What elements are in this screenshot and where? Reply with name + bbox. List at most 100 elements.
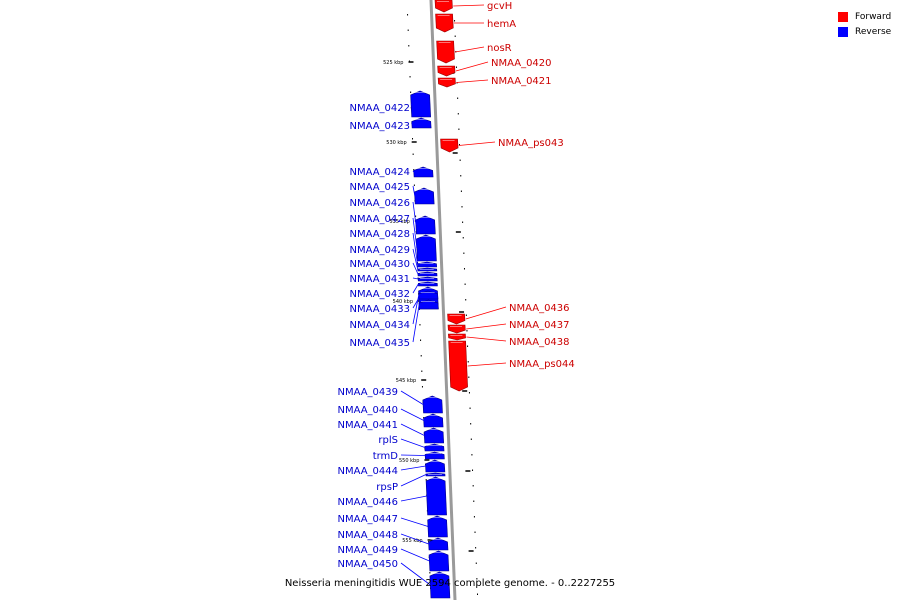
forward-gene-label: gcvH <box>487 1 512 12</box>
label-leader-line <box>400 465 426 471</box>
label-leader-line <box>400 517 429 527</box>
label-leader-line <box>466 336 507 342</box>
gene-labels: gcvH hemA nosR NMAA_0420 NMAA_0421 NMAA_ps043… <box>337 1 575 586</box>
label-leader-line <box>412 185 416 197</box>
label-leader-line <box>400 548 430 562</box>
forward-gene-feature <box>434 0 453 13</box>
label-leader-line <box>456 79 489 83</box>
forward-gene-feature <box>436 40 455 64</box>
reverse-gene-label: NMAA_0446 <box>337 497 398 508</box>
reverse-gene-feature <box>428 550 450 572</box>
label-leader-line <box>412 283 419 294</box>
reverse-gene-label: NMAA_0426 <box>349 198 410 209</box>
reverse-gene-label: NMAA_0429 <box>349 245 410 256</box>
reverse-gene-feature <box>417 261 437 268</box>
scale-label: 530 kbp <box>386 140 406 146</box>
reverse-gene-label: NMAA_0450 <box>337 559 398 570</box>
legend-forward: Forward <box>838 9 891 24</box>
label-leader-line <box>412 217 418 249</box>
reverse-gene-label: NMAA_0435 <box>349 338 410 349</box>
reverse-gene-label: NMAA_0423 <box>349 121 410 132</box>
label-leader-line <box>400 438 426 448</box>
reverse-gene-label: NMAA_0424 <box>349 167 410 178</box>
forward-gene-label: NMAA_ps043 <box>498 138 564 149</box>
legend-forward-label: Forward <box>855 11 892 22</box>
reverse-gene-label: trmD <box>373 451 399 462</box>
scale-label: 555 kbp <box>402 538 422 544</box>
reverse-swatch <box>838 26 848 37</box>
forward-gene-label: hemA <box>487 19 516 30</box>
reverse-gene-feature <box>428 537 449 551</box>
reverse-gene-label: NMAA_0444 <box>337 466 398 477</box>
label-leader-line <box>412 304 420 343</box>
reverse-gene-feature <box>429 571 451 599</box>
label-leader-line <box>412 262 419 275</box>
label-leader-line <box>400 533 429 545</box>
label-leader-line <box>453 4 485 7</box>
label-leader-line <box>400 408 425 421</box>
forward-gene-feature <box>448 333 466 341</box>
forward-gene-label: NMAA_0438 <box>509 337 570 348</box>
label-leader-line <box>466 323 507 330</box>
forward-gene-label: NMAA_0421 <box>491 76 552 87</box>
reverse-gene-label: NMAA_0425 <box>349 182 410 193</box>
legend: Forward Reverse <box>838 9 891 39</box>
gene-features <box>410 0 468 599</box>
label-leader-line <box>410 103 414 108</box>
forward-gene-label: NMAA_0436 <box>509 303 570 314</box>
reverse-gene-label: NMAA_0433 <box>349 304 410 315</box>
reverse-gene-feature <box>427 515 448 538</box>
reverse-gene-feature <box>413 166 434 178</box>
forward-gene-label: NMAA_ps044 <box>509 359 575 370</box>
scale-label: 545 kbp <box>396 378 416 384</box>
reverse-gene-feature <box>423 413 444 428</box>
scale-label: 540 kbp <box>393 299 413 305</box>
reverse-gene-feature <box>424 451 445 460</box>
forward-gene-feature <box>435 13 454 33</box>
forward-gene-feature <box>448 340 468 392</box>
label-leader-line <box>412 170 415 173</box>
reverse-gene-label: NMAA_0427 <box>349 214 410 225</box>
label-leader-line <box>455 61 489 72</box>
reverse-gene-feature <box>417 281 438 287</box>
legend-reverse: Reverse <box>838 24 891 39</box>
reverse-gene-feature <box>417 267 438 272</box>
label-leader-line <box>411 122 414 126</box>
reverse-gene-feature <box>416 234 437 262</box>
reverse-gene-label: NMAA_0431 <box>349 274 410 285</box>
genome-backbone <box>429 0 457 600</box>
label-leader-line <box>412 294 420 325</box>
scale-label: 550 kbp <box>399 458 419 464</box>
label-leader-line <box>412 277 419 280</box>
reverse-gene-label: NMAA_0447 <box>337 514 398 525</box>
reverse-gene-label: NMAA_0439 <box>337 387 398 398</box>
forward-swatch <box>838 11 848 22</box>
forward-gene-feature <box>437 65 456 77</box>
reverse-gene-label: NMAA_0434 <box>349 320 410 331</box>
reverse-gene-feature <box>415 215 436 235</box>
reverse-gene-feature <box>417 276 438 282</box>
label-leader-line <box>400 495 427 502</box>
label-leader-line <box>400 423 425 436</box>
reverse-gene-label: NMAA_0449 <box>337 545 398 556</box>
reverse-gene-feature <box>423 427 445 444</box>
label-leader-line <box>400 454 426 456</box>
reverse-gene-label: NMAA_0422 <box>349 103 410 114</box>
label-leader-line <box>455 46 485 53</box>
reverse-gene-feature <box>411 117 432 129</box>
reverse-gene-feature <box>422 395 443 414</box>
genome-caption: Neisseria meningitidis WUE 2594 complete… <box>284 578 616 589</box>
label-leader-line <box>400 474 427 487</box>
forward-gene-feature <box>440 138 459 153</box>
forward-gene-label: nosR <box>487 43 512 54</box>
label-leader-line <box>400 390 424 405</box>
reverse-gene-feature <box>425 476 447 516</box>
reverse-gene-label: NMAA_0432 <box>349 289 410 300</box>
forward-gene-feature <box>437 77 456 88</box>
scale-label: 535 kbp <box>389 219 409 225</box>
reverse-gene-label: NMAA_0440 <box>337 405 398 416</box>
reverse-gene-label: NMAA_0428 <box>349 229 410 240</box>
legend-reverse-label: Reverse <box>855 26 892 37</box>
label-leader-line <box>412 201 417 226</box>
